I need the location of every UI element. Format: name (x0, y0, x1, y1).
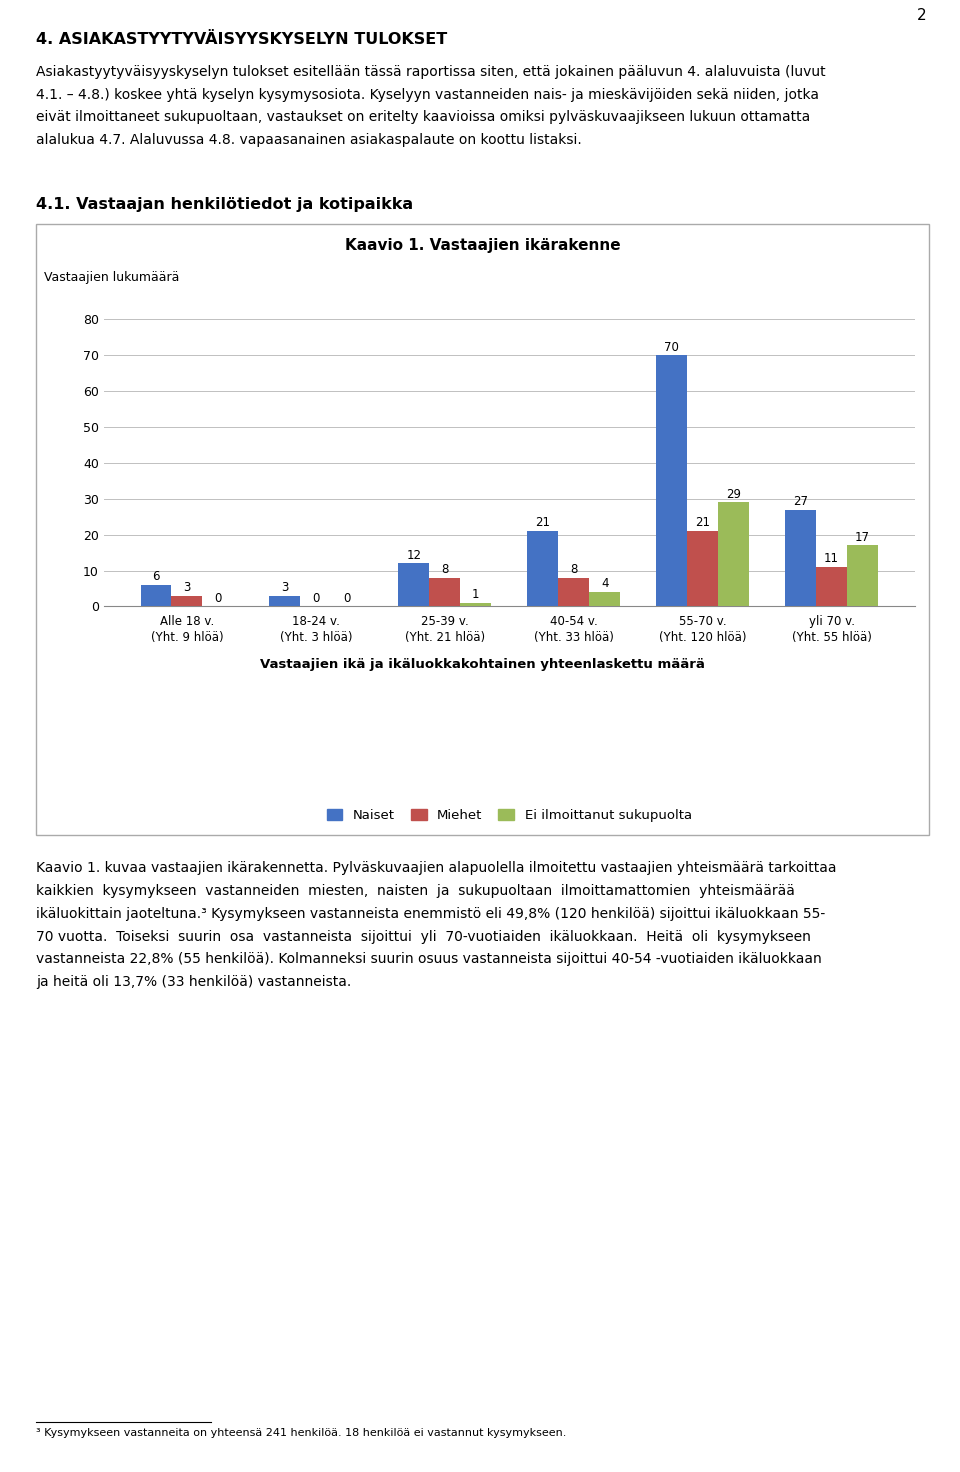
Bar (657, 355, 687, 606)
Text: kaikkien  kysymykseen  vastanneiden  miesten,  naisten  ja  sukupuoltaan  ilmoit: kaikkien kysymykseen vastanneiden mieste… (36, 885, 795, 898)
Text: alalukua 4.7. Alaluvussa 4.8. vapaasanainen asiakaspalaute on koottu listaksi.: alalukua 4.7. Alaluvussa 4.8. vapaasanai… (36, 134, 582, 147)
Bar (140, 584, 172, 606)
Text: 12: 12 (406, 549, 421, 562)
Text: 0: 0 (343, 592, 350, 605)
Text: ja heitä oli 13,7% (33 henkilöä) vastanneista.: ja heitä oli 13,7% (33 henkilöä) vastann… (36, 976, 351, 989)
Bar (589, 592, 620, 606)
Bar (172, 596, 203, 606)
Text: 4: 4 (601, 577, 609, 590)
Text: 17: 17 (855, 531, 870, 543)
Text: 8: 8 (442, 562, 448, 576)
Bar (718, 502, 749, 606)
Text: 0: 0 (214, 592, 222, 605)
Text: Kaavio 1. Vastaajien ikärakenne: Kaavio 1. Vastaajien ikärakenne (345, 238, 621, 253)
Text: ³ Kysymykseen vastanneita on yhteensä 241 henkilöä. 18 henkilöä ei vastannut kys: ³ Kysymykseen vastanneita on yhteensä 24… (36, 1428, 566, 1438)
Bar (429, 578, 460, 606)
Text: 4. ASIAKASTYYTYVÄISYYSKYSELYN TULOKSET: 4. ASIAKASTYYTYVÄISYYSKYSELYN TULOKSET (36, 32, 447, 47)
Text: vastanneista 22,8% (55 henkilöä). Kolmanneksi suurin osuus vastanneista sijoittu: vastanneista 22,8% (55 henkilöä). Kolman… (36, 952, 822, 967)
Text: 11: 11 (824, 552, 839, 565)
Text: Asiakastyytyväisyyskyselyn tulokset esitellään tässä raportissa siten, että joka: Asiakastyytyväisyyskyselyn tulokset esit… (36, 65, 827, 79)
Text: ikäluokittain jaoteltuna.³ Kysymykseen vastanneista enemmistö eli 49,8% (120 hen: ikäluokittain jaoteltuna.³ Kysymykseen v… (36, 907, 826, 921)
Text: 0: 0 (312, 592, 320, 605)
Text: 4.1. – 4.8.) koskee yhtä kyselyn kysymysosiota. Kyselyyn vastanneiden nais- ja m: 4.1. – 4.8.) koskee yhtä kyselyn kysymys… (36, 88, 820, 102)
Text: eivät ilmoittaneet sukupuoltaan, vastaukset on eritelty kaavioissa omiksi pylväs: eivät ilmoittaneet sukupuoltaan, vastauk… (36, 110, 811, 125)
Text: 21: 21 (536, 517, 550, 530)
Legend: Naiset, Miehet, Ei ilmoittanut sukupuolta: Naiset, Miehet, Ei ilmoittanut sukupuolt… (326, 810, 692, 823)
Text: 2: 2 (917, 9, 926, 24)
Text: 70: 70 (664, 340, 679, 353)
Bar (559, 578, 589, 606)
Bar (460, 604, 492, 606)
Text: 6: 6 (153, 570, 159, 583)
Text: 21: 21 (695, 517, 710, 530)
Bar (687, 531, 718, 606)
Bar (398, 564, 429, 606)
Text: 3: 3 (183, 581, 191, 593)
Text: Vastaajien ikä ja ikäluokkakohtainen yhteenlaskettu määrä: Vastaajien ikä ja ikäluokkakohtainen yht… (260, 658, 706, 671)
Text: 8: 8 (570, 562, 577, 576)
Text: Vastaajien lukumäärä: Vastaajien lukumäärä (44, 271, 180, 284)
Bar (270, 596, 300, 606)
Text: 1: 1 (472, 589, 479, 601)
Text: 4.1. Vastaajan henkilötiedot ja kotipaikka: 4.1. Vastaajan henkilötiedot ja kotipaik… (36, 197, 414, 212)
Text: Kaavio 1. kuvaa vastaajien ikärakennetta. Pylväskuvaajien alapuolella ilmoitettu: Kaavio 1. kuvaa vastaajien ikärakennetta… (36, 861, 837, 876)
Bar (816, 567, 847, 606)
Bar (847, 546, 878, 606)
Text: 3: 3 (281, 581, 289, 593)
Text: 27: 27 (793, 495, 808, 508)
Text: 70 vuotta.  Toiseksi  suurin  osa  vastanneista  sijoittui  yli  70-vuotiaiden  : 70 vuotta. Toiseksi suurin osa vastannei… (36, 930, 811, 944)
Bar (785, 509, 816, 606)
Text: 29: 29 (726, 487, 741, 500)
Bar (527, 531, 559, 606)
